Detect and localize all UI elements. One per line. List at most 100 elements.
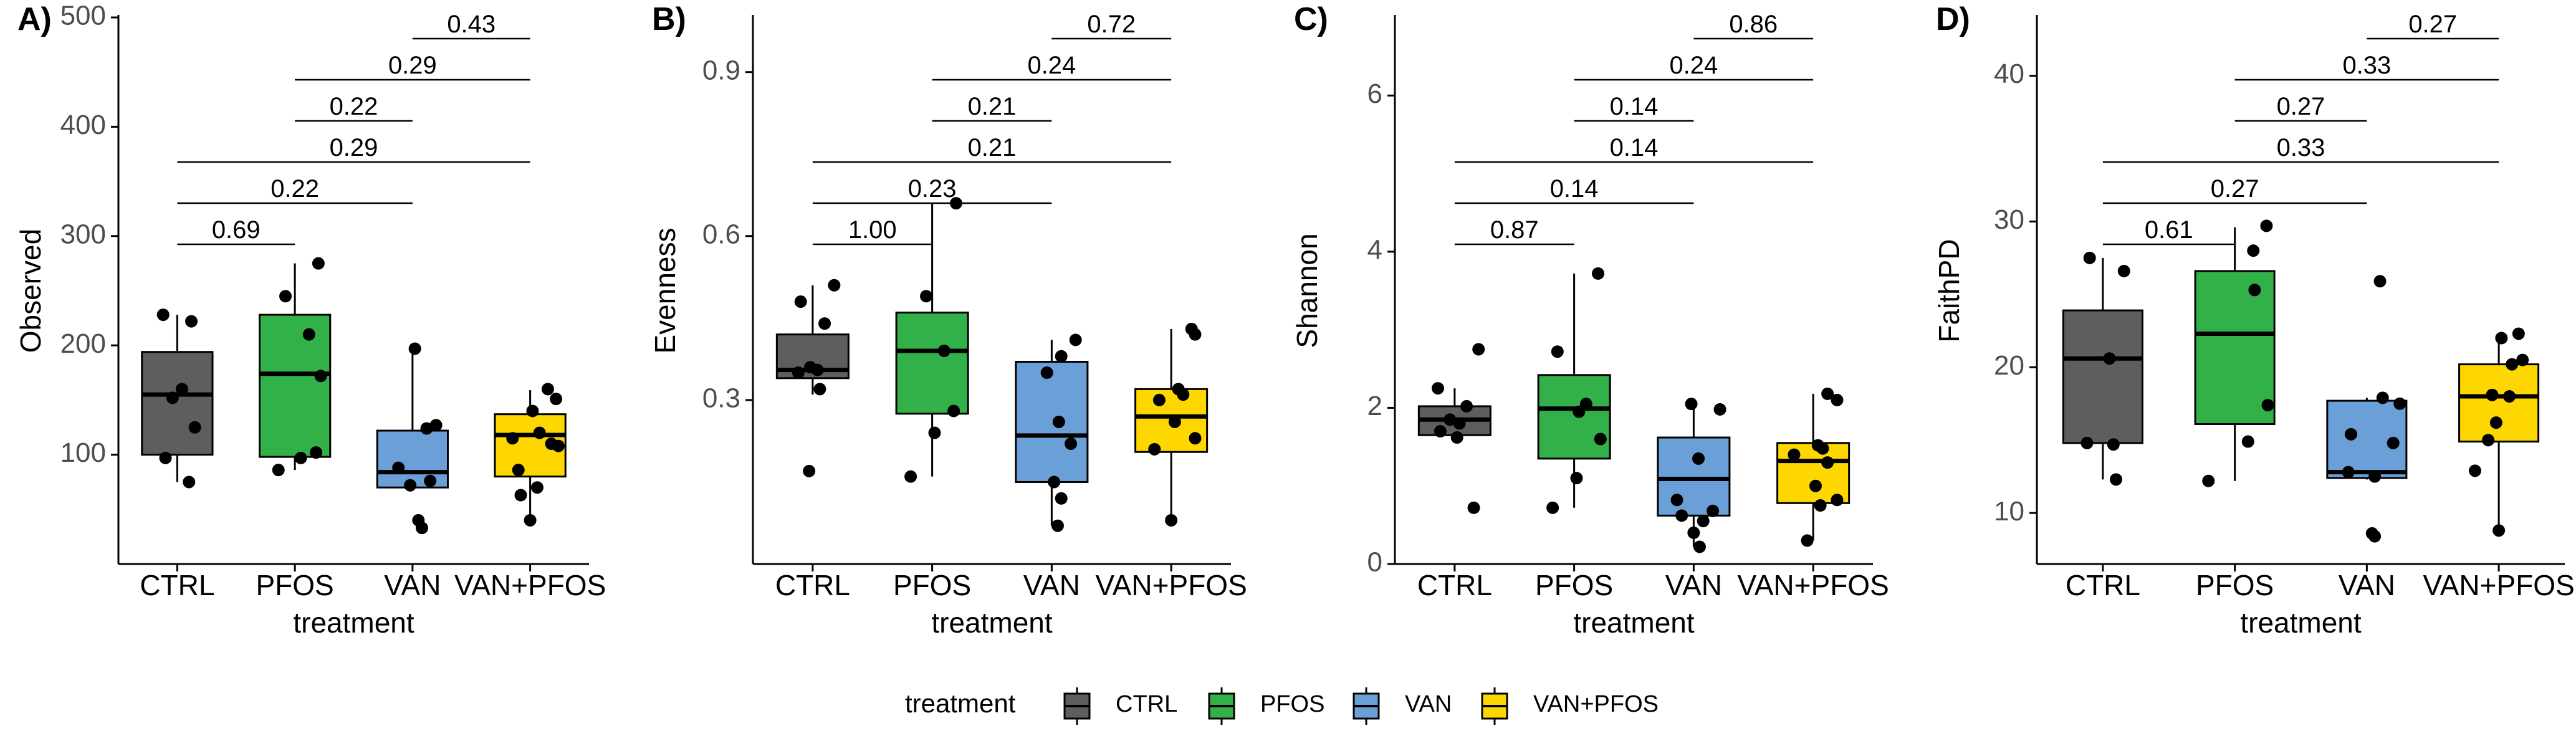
data-point-pfos <box>312 257 325 270</box>
data-point-ctrl <box>2110 473 2123 486</box>
p-value-label: 0.22 <box>271 175 319 203</box>
data-point-ctrl <box>1434 425 1447 438</box>
data-point-ctrl <box>1453 417 1466 430</box>
comparison-van-vs-van-pfos: 0.86 <box>1693 11 1814 40</box>
y-tick-label: 200 <box>60 328 106 359</box>
comparison-pfos-vs-van-pfos: 0.29 <box>295 52 530 81</box>
comparison-van-vs-van-pfos: 0.43 <box>412 11 530 40</box>
data-point-van-pfos <box>506 432 519 445</box>
data-point-pfos <box>2261 399 2274 412</box>
data-point-van-pfos <box>2495 332 2508 345</box>
y-tick-label: 0.9 <box>702 55 740 85</box>
box-van-pfos <box>494 390 567 522</box>
panel-evenness: 0.3 0.6 0.9 CTRL PFOS VAN VAN+PFOS treatment Eve… <box>649 1 1247 639</box>
y-tick-label: 2 <box>1367 391 1382 421</box>
data-point-van-pfos <box>1788 448 1801 461</box>
data-point-pfos <box>1573 405 1586 418</box>
data-point-van-pfos <box>1816 442 1829 455</box>
x-tick-label-pfos: PFOS <box>1535 569 1613 601</box>
box-body <box>1015 361 1089 483</box>
data-point-van-pfos <box>1168 415 1181 428</box>
data-point-van <box>1052 415 1065 428</box>
data-point-van-pfos <box>1831 494 1844 507</box>
y-tick-label: 6 <box>1367 79 1382 109</box>
panel-shannon: 0 2 4 6 CTRL PFOS VAN VAN+PFOS treatment Shannon C… <box>1291 1 1889 639</box>
data-point-van <box>1048 476 1061 489</box>
legend-item-van: VAN <box>1353 687 1452 725</box>
data-point-van <box>1055 492 1068 505</box>
y-axis-title: Evenness <box>649 227 681 353</box>
data-point-van <box>2368 470 2382 483</box>
data-point-van-pfos <box>2469 464 2482 477</box>
data-point-van <box>1692 452 1705 465</box>
p-value-label: 0.29 <box>330 134 378 161</box>
data-point-ctrl <box>185 315 198 328</box>
x-axis-title: treatment <box>1573 606 1695 639</box>
comparison-ctrl-vs-pfos: 0.61 <box>2102 216 2235 246</box>
p-value-label: 0.69 <box>212 216 261 244</box>
legend-item-ctrl: CTRL <box>1063 687 1177 725</box>
panel-label: B) <box>652 1 686 37</box>
data-point-van <box>1055 350 1068 363</box>
legend-label-pfos: PFOS <box>1260 691 1324 717</box>
p-value-label: 0.23 <box>908 175 957 203</box>
x-tick-label-van: VAN <box>2339 569 2395 601</box>
comparison-ctrl-vs-pfos: 0.69 <box>177 216 295 246</box>
x-tick-label-van: VAN <box>1665 569 1722 601</box>
data-point-pfos <box>928 426 941 439</box>
y-tick-label: 0 <box>1367 547 1382 578</box>
data-point-pfos <box>2202 474 2215 487</box>
box-pfos <box>895 203 969 477</box>
data-point-ctrl <box>156 308 170 322</box>
data-point-pfos <box>1570 472 1583 485</box>
data-point-ctrl <box>159 451 172 464</box>
data-point-van <box>1713 403 1726 416</box>
box-body <box>895 312 969 415</box>
data-point-van <box>420 422 433 435</box>
p-value-label: 0.21 <box>968 134 1017 161</box>
data-point-van-pfos <box>514 489 527 502</box>
x-axis-title: treatment <box>293 606 414 639</box>
data-point-van-pfos <box>2489 416 2502 429</box>
box-body <box>1657 436 1731 517</box>
p-value-label: 1.00 <box>848 216 897 244</box>
y-tick-label: 30 <box>1994 204 2024 235</box>
comparison-ctrl-vs-van-pfos: 0.21 <box>812 134 1172 163</box>
p-value-label: 0.86 <box>1729 11 1778 38</box>
comparison-ctrl-vs-pfos: 1.00 <box>812 216 932 246</box>
box-van <box>1657 404 1731 547</box>
data-point-van <box>1693 540 1706 553</box>
data-point-pfos <box>1546 501 1559 514</box>
y-tick-label: 300 <box>60 219 106 249</box>
data-point-van-pfos <box>1809 479 1822 492</box>
data-point-pfos <box>2247 244 2260 257</box>
p-value-label: 0.24 <box>1027 52 1076 79</box>
data-point-ctrl <box>2117 264 2130 277</box>
panel-label: D) <box>1936 1 1970 37</box>
box-van-pfos <box>2458 333 2540 531</box>
data-point-van-pfos <box>524 514 537 527</box>
data-point-van <box>2393 397 2406 410</box>
box-van <box>1015 340 1089 526</box>
x-tick-label-ctrl: CTRL <box>140 569 214 601</box>
data-point-van-pfos <box>1831 393 1844 406</box>
comparison-ctrl-vs-van-pfos: 0.33 <box>2102 134 2499 163</box>
comparison-pfos-vs-van-pfos: 0.33 <box>2234 52 2499 81</box>
box-van-pfos <box>1776 393 1851 541</box>
data-point-pfos <box>947 404 960 418</box>
p-value-label: 0.33 <box>2277 134 2325 161</box>
y-tick-label: 500 <box>60 1 106 31</box>
box-body <box>259 313 332 458</box>
comparison-pfos-vs-van: 0.14 <box>1574 93 1694 122</box>
data-point-ctrl <box>818 317 831 330</box>
data-point-van <box>2373 275 2387 288</box>
data-point-van-pfos <box>2482 434 2495 447</box>
box-body <box>2458 363 2540 443</box>
data-point-ctrl <box>2103 352 2116 365</box>
data-point-van-pfos <box>1814 499 1827 512</box>
data-point-van-pfos <box>1165 514 1178 527</box>
box-body <box>2062 309 2143 444</box>
data-point-ctrl <box>1432 382 1445 395</box>
box-ctrl <box>141 315 214 482</box>
